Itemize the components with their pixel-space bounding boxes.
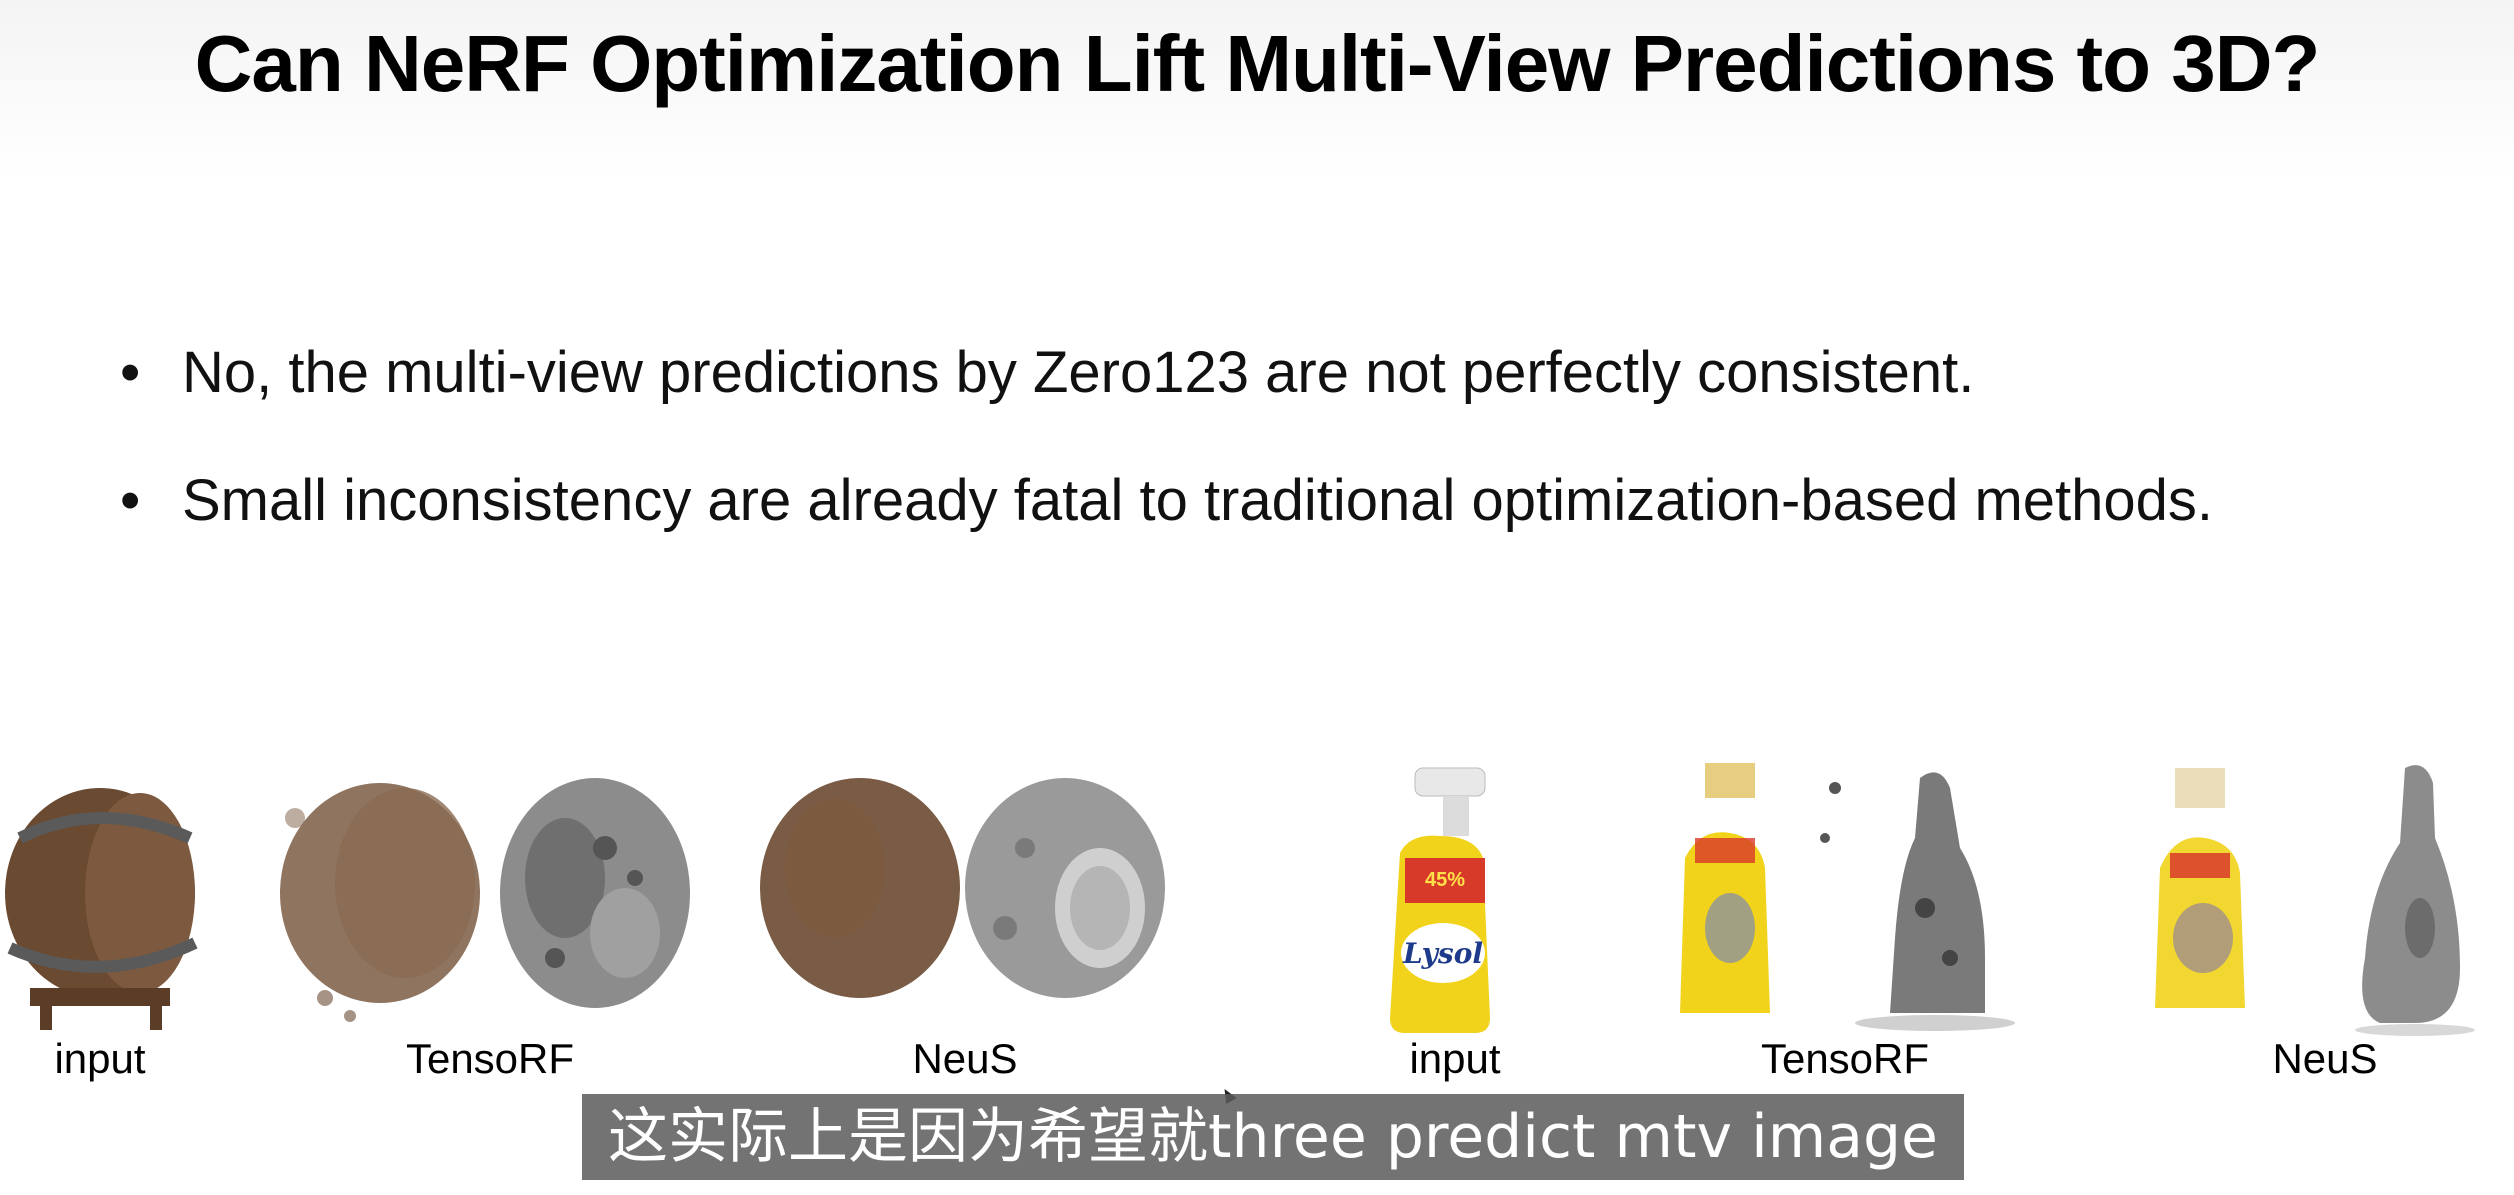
caption-barrel-input: input: [54, 1035, 146, 1082]
caption-bottle-tensorf: TensoRF: [1760, 1035, 1930, 1082]
bottle-label-text: Lysol: [1402, 937, 1483, 970]
barrel-input-image: [0, 758, 210, 1038]
caption-bottle-neus: NeuS: [2272, 1035, 2378, 1082]
bottle-neus-image: [2115, 758, 2495, 1038]
bullet-text: No, the multi-view predictions by Zero12…: [182, 340, 1975, 405]
title-band: [0, 0, 2514, 180]
barrel-tensorf-image: [265, 758, 715, 1038]
bullet-item: • No, the multi-view predictions by Zero…: [120, 340, 2370, 406]
slide-title: Can NeRF Optimization Lift Multi-View Pr…: [194, 19, 2321, 108]
caption-barrel-tensorf: TensoRF: [405, 1035, 575, 1082]
caption-barrel-neus: NeuS: [912, 1035, 1018, 1082]
bottle-input-image: 45% Lysol: [1365, 758, 1515, 1038]
bullet-marker: •: [120, 340, 141, 405]
bullet-marker: •: [120, 468, 141, 533]
bottle-tensorf-image: [1675, 758, 2045, 1038]
video-subtitle: 这实际上是因为希望就three predict mtv image: [582, 1094, 1964, 1180]
bottle-badge-text: 45%: [1425, 869, 1465, 891]
barrel-neus-image: [755, 758, 1185, 1038]
bullet-list: • No, the multi-view predictions by Zero…: [120, 340, 2370, 596]
bullet-item: • Small inconsistency are already fatal …: [120, 468, 2370, 534]
bullet-text: Small inconsistency are already fatal to…: [182, 468, 2214, 533]
caption-bottle-input: input: [1409, 1035, 1501, 1082]
